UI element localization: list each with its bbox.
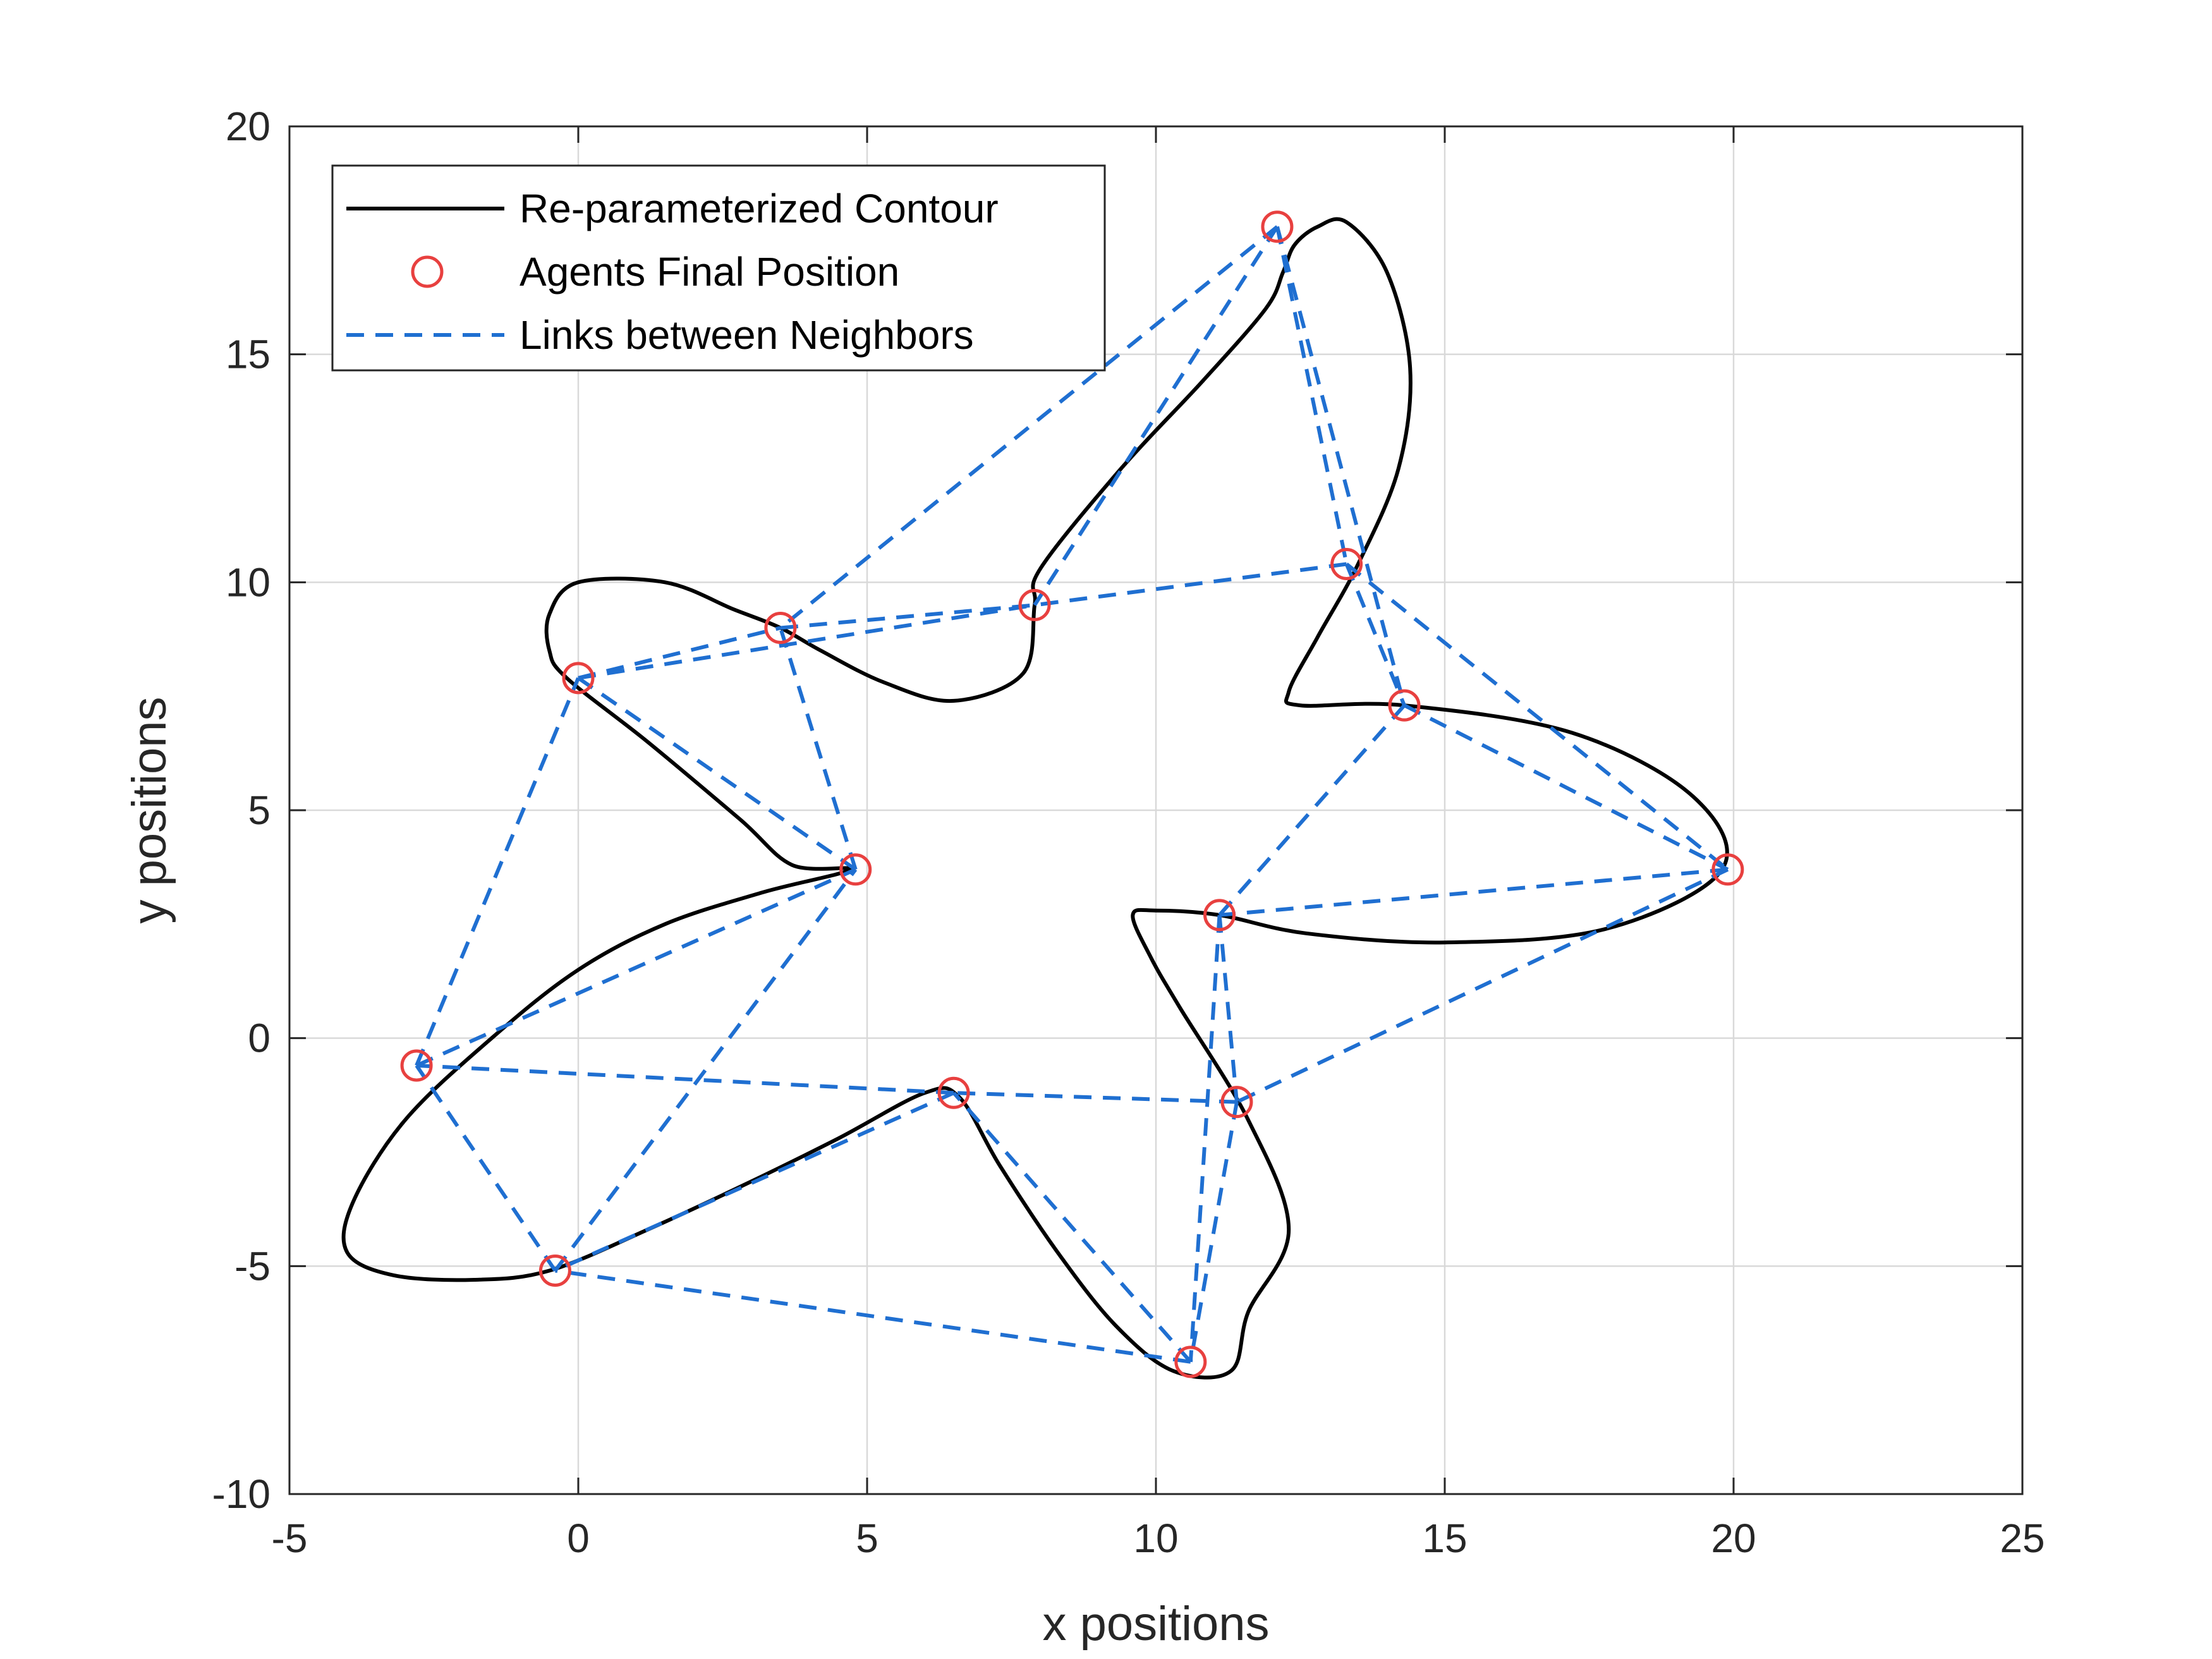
y-tick-label: -10 [212,1471,271,1517]
legend-agents-swatch [411,255,444,288]
neighbor-link [1403,703,1729,872]
contour-series [341,217,1729,1380]
neighbor-link [1217,915,1239,1102]
neighbor-link [554,868,858,1272]
plot-area [341,210,1744,1380]
agent-marker [1261,210,1294,243]
legend-label-agents: Agents Final Position [520,249,899,295]
agent-marker [1018,588,1051,621]
x-tick-label: 0 [567,1516,590,1561]
agent-marker [764,611,797,644]
x-tick-label: 25 [2000,1516,2045,1561]
neighbor-link [1188,1102,1239,1363]
agent-marker [937,1076,970,1109]
agent-marker [1220,1086,1253,1119]
neighbor-link [1236,868,1729,1104]
agent-marker [1330,547,1363,580]
agents-series [400,210,1744,1378]
y-tick-label: 0 [248,1016,270,1061]
neighbor-link [1344,563,1406,707]
neighbor-link [578,603,1035,680]
legend-box [331,164,1106,372]
x-axis-label: x positions [1042,1597,1269,1651]
neighbor-link [577,676,857,872]
neighbor-link [779,225,1279,629]
neighbor-link [1275,226,1406,706]
x-tick-label: 20 [1711,1516,1756,1561]
agent-marker [1203,899,1236,932]
neighbor-link [952,1091,1193,1363]
neighbor-link [415,1064,557,1272]
agent-marker [538,1255,571,1287]
neighbor-link [1345,562,1729,872]
neighbor-link [578,626,781,680]
agent-marker [400,1049,433,1082]
y-tick-label: 20 [226,104,270,149]
neighbor-link [415,868,856,1067]
agent-marker [1388,689,1421,722]
legend-label-links: Links between Neighbors [520,312,974,358]
y-tick-label: -5 [234,1243,270,1289]
legend-label-contour: Re-parameterized Contour [520,186,999,231]
x-tick-label: 15 [1422,1516,1467,1561]
neighbor-link [954,1091,1237,1104]
y-tick-label: 15 [226,332,270,377]
neighbor-link [1275,226,1349,565]
x-tick-label: -5 [272,1516,308,1561]
agent-marker [1174,1346,1207,1378]
neighbor-link [1034,562,1347,607]
contour-line [341,217,1729,1380]
neighbor-link [554,1091,955,1273]
x-tick-label: 5 [856,1516,878,1561]
neighbor-link [1033,226,1279,607]
agent-marker [839,853,872,886]
legend: Re-parameterized Contour Agents Final Po… [331,164,1106,372]
neighbor-link [1188,915,1222,1363]
x-tick-label: 10 [1133,1516,1178,1561]
neighbor-link [780,603,1035,630]
neighbor-link [555,1268,1191,1364]
neighbor-link [1218,704,1406,916]
y-tick-label: 5 [248,787,270,833]
y-tick-label: 10 [226,559,270,605]
neighbor-link [415,677,580,1067]
links-series [415,225,1729,1364]
neighbor-link [1219,867,1729,917]
neighbor-link [416,1063,954,1095]
ticks [288,125,2024,1495]
agent-marker [562,662,595,695]
neighbor-link [779,627,858,870]
agent-marker [1711,853,1744,886]
y-axis-label: y positions [123,696,176,923]
